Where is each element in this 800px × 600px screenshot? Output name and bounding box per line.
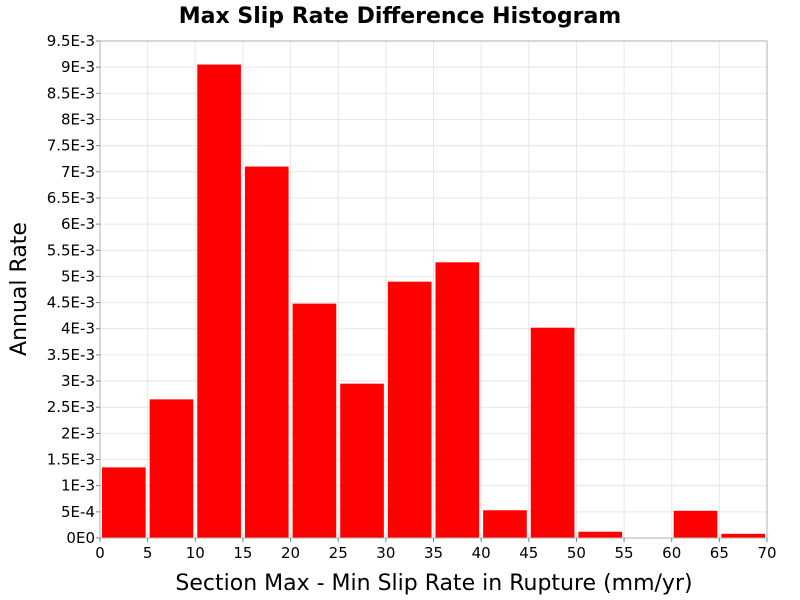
histogram-bar: [387, 281, 432, 538]
x-axis-ticks: 0 5 10 15 20 25 30 35 40 45 50 55 60 65 70: [95, 538, 777, 562]
x-tick-label: 30: [376, 544, 395, 562]
histogram-bar: [292, 303, 337, 538]
x-tick-label: 5: [143, 544, 153, 562]
chart-title: Max Slip Rate Difference Histogram: [179, 4, 621, 29]
y-tick-label: 9E-3: [61, 58, 95, 76]
histogram-bar: [340, 383, 384, 538]
y-tick-label: 6E-3: [61, 215, 95, 233]
y-tick-label: 1E-3: [61, 477, 95, 495]
bars: [102, 64, 765, 538]
y-tick-label: 4E-3: [61, 320, 95, 338]
x-tick-label: 60: [662, 544, 681, 562]
histogram-bar: [102, 467, 146, 538]
y-tick-label: 8E-3: [61, 110, 95, 128]
y-tick-label: 8.5E-3: [47, 84, 95, 102]
y-tick-label: 7.5E-3: [47, 137, 95, 155]
x-tick-label: 0: [95, 544, 105, 562]
histogram-bar: [149, 399, 194, 538]
y-tick-label: 3.5E-3: [47, 346, 95, 364]
x-axis-label: Section Max - Min Slip Rate in Rupture (…: [175, 571, 692, 596]
y-tick-label: 7E-3: [61, 163, 95, 181]
x-tick-label: 45: [519, 544, 538, 562]
x-tick-label: 65: [710, 544, 729, 562]
grid: [99, 40, 768, 539]
histogram-bar: [483, 510, 527, 538]
histogram-bar: [673, 510, 718, 538]
x-tick-label: 25: [329, 544, 348, 562]
x-tick-label: 40: [472, 544, 491, 562]
y-tick-label: 5.5E-3: [47, 241, 95, 259]
histogram-bar: [578, 531, 623, 538]
x-tick-label: 55: [615, 544, 634, 562]
y-axis-ticks: 0E0 5E-4 1E-3 1.5E-3 2E-3 2.5E-3 3E-3 3.5E-3 4E-…: [47, 32, 100, 547]
y-axis-label: Annual Rate: [7, 222, 32, 356]
y-tick-label: 1.5E-3: [47, 451, 95, 469]
histogram-bar: [530, 327, 575, 538]
histogram-bar: [197, 64, 241, 538]
y-tick-label: 6.5E-3: [47, 189, 95, 207]
y-tick-label: 5E-4: [61, 503, 95, 521]
x-tick-label: 20: [281, 544, 300, 562]
x-tick-label: 50: [567, 544, 586, 562]
histogram-bar: [721, 533, 765, 538]
histogram-bar: [244, 166, 289, 538]
x-tick-label: 70: [757, 544, 776, 562]
x-tick-label: 35: [424, 544, 443, 562]
histogram-bar: [435, 262, 480, 538]
y-tick-label: 2E-3: [61, 424, 95, 442]
y-tick-label: 2.5E-3: [47, 398, 95, 416]
x-tick-label: 15: [233, 544, 252, 562]
y-tick-label: 0E0: [66, 529, 95, 547]
y-tick-label: 5E-3: [61, 267, 95, 285]
y-tick-label: 3E-3: [61, 372, 95, 390]
x-tick-label: 10: [186, 544, 205, 562]
y-tick-label: 9.5E-3: [47, 32, 95, 50]
y-tick-label: 4.5E-3: [47, 294, 95, 312]
